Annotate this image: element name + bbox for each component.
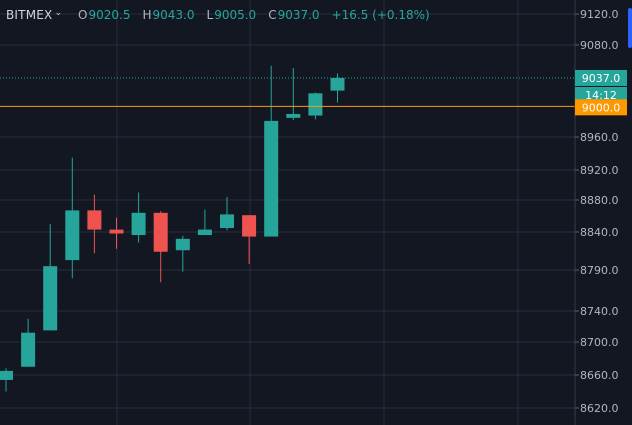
candle: [87, 194, 102, 254]
candle: [197, 209, 212, 236]
tick-label: 8880.0: [580, 194, 619, 207]
tick-label: 8660.0: [580, 369, 619, 382]
symbol-name[interactable]: BITMEX: [6, 8, 53, 22]
tick-label: 8840.0: [580, 226, 619, 239]
candle-body: [131, 212, 146, 236]
candle-body: [264, 120, 279, 237]
tick-label: 8920.0: [580, 164, 619, 177]
tick-label: 8740.0: [580, 305, 619, 318]
candle-body: [21, 332, 36, 367]
low-value: 9005.0: [214, 8, 257, 22]
change-value: +16.5 (+0.18%): [331, 8, 430, 22]
open-value: 9020.5: [88, 8, 131, 22]
countdown-label-bg: [575, 86, 627, 103]
candle-body: [286, 114, 301, 118]
candle-body: [65, 210, 80, 261]
candle-body: [330, 77, 345, 91]
candle-body: [109, 229, 124, 234]
candle: [175, 235, 190, 272]
tick-label: 9120.0: [580, 8, 619, 21]
last-price-label: 9037.0: [582, 72, 621, 85]
candle: [220, 197, 234, 231]
low-label: L: [206, 8, 214, 22]
candle: [330, 73, 345, 103]
candle-body: [87, 210, 102, 230]
candle-body: [153, 212, 168, 252]
candle-body: [308, 93, 323, 116]
tick-label: 8790.0: [580, 264, 619, 277]
open-label: O: [78, 8, 88, 22]
price-scale-scrollbar[interactable]: [628, 8, 632, 48]
tick-label: 8960.0: [580, 131, 619, 144]
high-value: 9043.0: [152, 8, 195, 22]
last-price-label-bg: [575, 69, 627, 86]
candle-body: [242, 215, 257, 237]
close-label: C: [268, 8, 277, 22]
price-lines: [0, 77, 575, 107]
price-axis[interactable]: 9120.0 9080.0 8960.0 8920.0 8880.0 8840.0 8790…: [574, 0, 632, 425]
alert-price-label: 9000.0: [582, 101, 621, 114]
candle-body: [197, 229, 212, 236]
alert-price-label-bg: [575, 99, 627, 116]
grid: [0, 0, 575, 425]
candle: [286, 68, 301, 121]
candles: [0, 65, 345, 392]
candle: [242, 215, 257, 264]
high-label: H: [142, 8, 152, 22]
candle: [21, 318, 36, 367]
candle-body: [220, 214, 234, 228]
countdown-label: 14:12: [585, 89, 617, 102]
tick-label: 9080.0: [580, 39, 619, 52]
close-value: 9037.0: [277, 8, 320, 22]
candle: [131, 192, 146, 243]
tick-label: 8700.0: [580, 336, 619, 349]
candle: [65, 157, 80, 279]
candle-body: [43, 266, 58, 331]
candle: [109, 217, 124, 249]
candle: [43, 224, 58, 331]
chevron-down-icon[interactable]: ⌄: [54, 8, 63, 18]
candle: [264, 65, 279, 237]
tick-label: 8620.0: [580, 402, 619, 415]
candle-body: [175, 238, 190, 251]
candle: [0, 368, 13, 392]
price-axis-bg[interactable]: [575, 0, 632, 425]
legend-header: BITMEX ⌄ O 9020.5 H 9043.0 L 9005.0 C 90…: [6, 6, 430, 24]
candle: [153, 211, 168, 283]
candle-body: [0, 370, 13, 380]
